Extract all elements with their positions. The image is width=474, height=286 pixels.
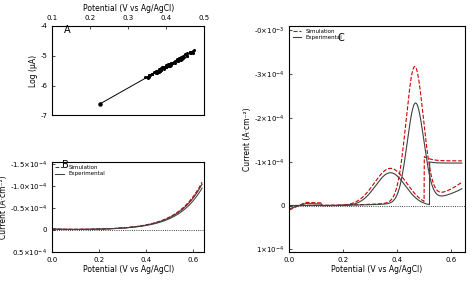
Point — [142, 75, 149, 80]
Point — [169, 61, 176, 65]
X-axis label: Potential (V vs Ag/AgCl): Potential (V vs Ag/AgCl) — [82, 4, 174, 13]
Point — [145, 73, 153, 78]
Point — [180, 54, 188, 59]
Point — [171, 61, 179, 65]
Point — [146, 75, 153, 80]
Point — [175, 58, 183, 63]
Point — [160, 65, 167, 69]
Point — [183, 51, 191, 55]
Point — [146, 72, 154, 77]
Point — [159, 66, 167, 70]
X-axis label: Potential (V vs Ag/AgCl): Potential (V vs Ag/AgCl) — [331, 265, 423, 274]
Point — [96, 102, 103, 106]
Point — [188, 50, 196, 55]
Point — [179, 54, 186, 59]
Point — [175, 59, 182, 63]
Point — [165, 64, 173, 68]
Point — [187, 51, 194, 55]
Point — [189, 51, 197, 55]
Text: C: C — [338, 33, 345, 43]
Point — [170, 59, 177, 64]
Point — [163, 65, 170, 70]
Point — [177, 57, 184, 62]
Point — [160, 65, 167, 69]
Point — [164, 63, 172, 67]
Point — [186, 49, 194, 54]
Point — [148, 72, 156, 76]
Y-axis label: Current (A·cm⁻²): Current (A·cm⁻²) — [0, 175, 9, 239]
Point — [165, 62, 173, 67]
Point — [157, 68, 164, 73]
Point — [152, 69, 160, 74]
Point — [151, 69, 158, 74]
Point — [180, 56, 187, 60]
Point — [145, 73, 153, 78]
Y-axis label: Current (A·cm⁻²): Current (A·cm⁻²) — [244, 107, 253, 170]
Point — [175, 56, 183, 61]
Point — [165, 63, 173, 68]
Legend: Simulation, Experimental: Simulation, Experimental — [292, 29, 343, 41]
Point — [157, 67, 164, 71]
Point — [153, 71, 161, 76]
Point — [174, 59, 182, 63]
Point — [190, 47, 198, 52]
Point — [177, 57, 185, 62]
Point — [153, 68, 161, 73]
Point — [162, 64, 170, 69]
Point — [189, 49, 196, 53]
Y-axis label: Log (μA): Log (μA) — [28, 55, 37, 87]
Point — [164, 63, 172, 68]
Text: B: B — [62, 160, 68, 170]
Point — [152, 70, 159, 75]
Point — [183, 54, 191, 58]
Point — [182, 52, 189, 57]
Point — [156, 68, 164, 73]
Point — [148, 72, 156, 76]
Point — [166, 62, 174, 67]
Point — [168, 61, 176, 65]
Point — [189, 50, 196, 54]
X-axis label: Potential (V vs Ag/AgCl): Potential (V vs Ag/AgCl) — [82, 265, 174, 274]
Legend: Simulation, Experimental: Simulation, Experimental — [55, 165, 106, 177]
Point — [171, 58, 179, 63]
Point — [178, 56, 186, 61]
Point — [143, 75, 150, 79]
Point — [166, 64, 173, 68]
Point — [160, 67, 168, 72]
Point — [155, 67, 163, 72]
Point — [187, 50, 194, 55]
Point — [159, 65, 166, 69]
Point — [183, 54, 191, 59]
Point — [166, 61, 174, 66]
Point — [163, 64, 171, 68]
Point — [167, 60, 175, 65]
Point — [162, 65, 170, 69]
Point — [167, 62, 175, 67]
Point — [164, 64, 172, 69]
Point — [177, 55, 185, 59]
Point — [158, 65, 165, 70]
Point — [167, 61, 175, 65]
Point — [155, 69, 163, 74]
Point — [178, 56, 186, 61]
Point — [144, 76, 152, 81]
Point — [157, 68, 164, 73]
Point — [164, 62, 172, 66]
Point — [173, 57, 181, 61]
Point — [176, 55, 183, 60]
Text: A: A — [64, 25, 70, 35]
Point — [165, 63, 173, 67]
Point — [156, 69, 164, 73]
Point — [188, 51, 195, 55]
Point — [160, 65, 168, 70]
Point — [163, 63, 170, 67]
Point — [148, 72, 155, 77]
